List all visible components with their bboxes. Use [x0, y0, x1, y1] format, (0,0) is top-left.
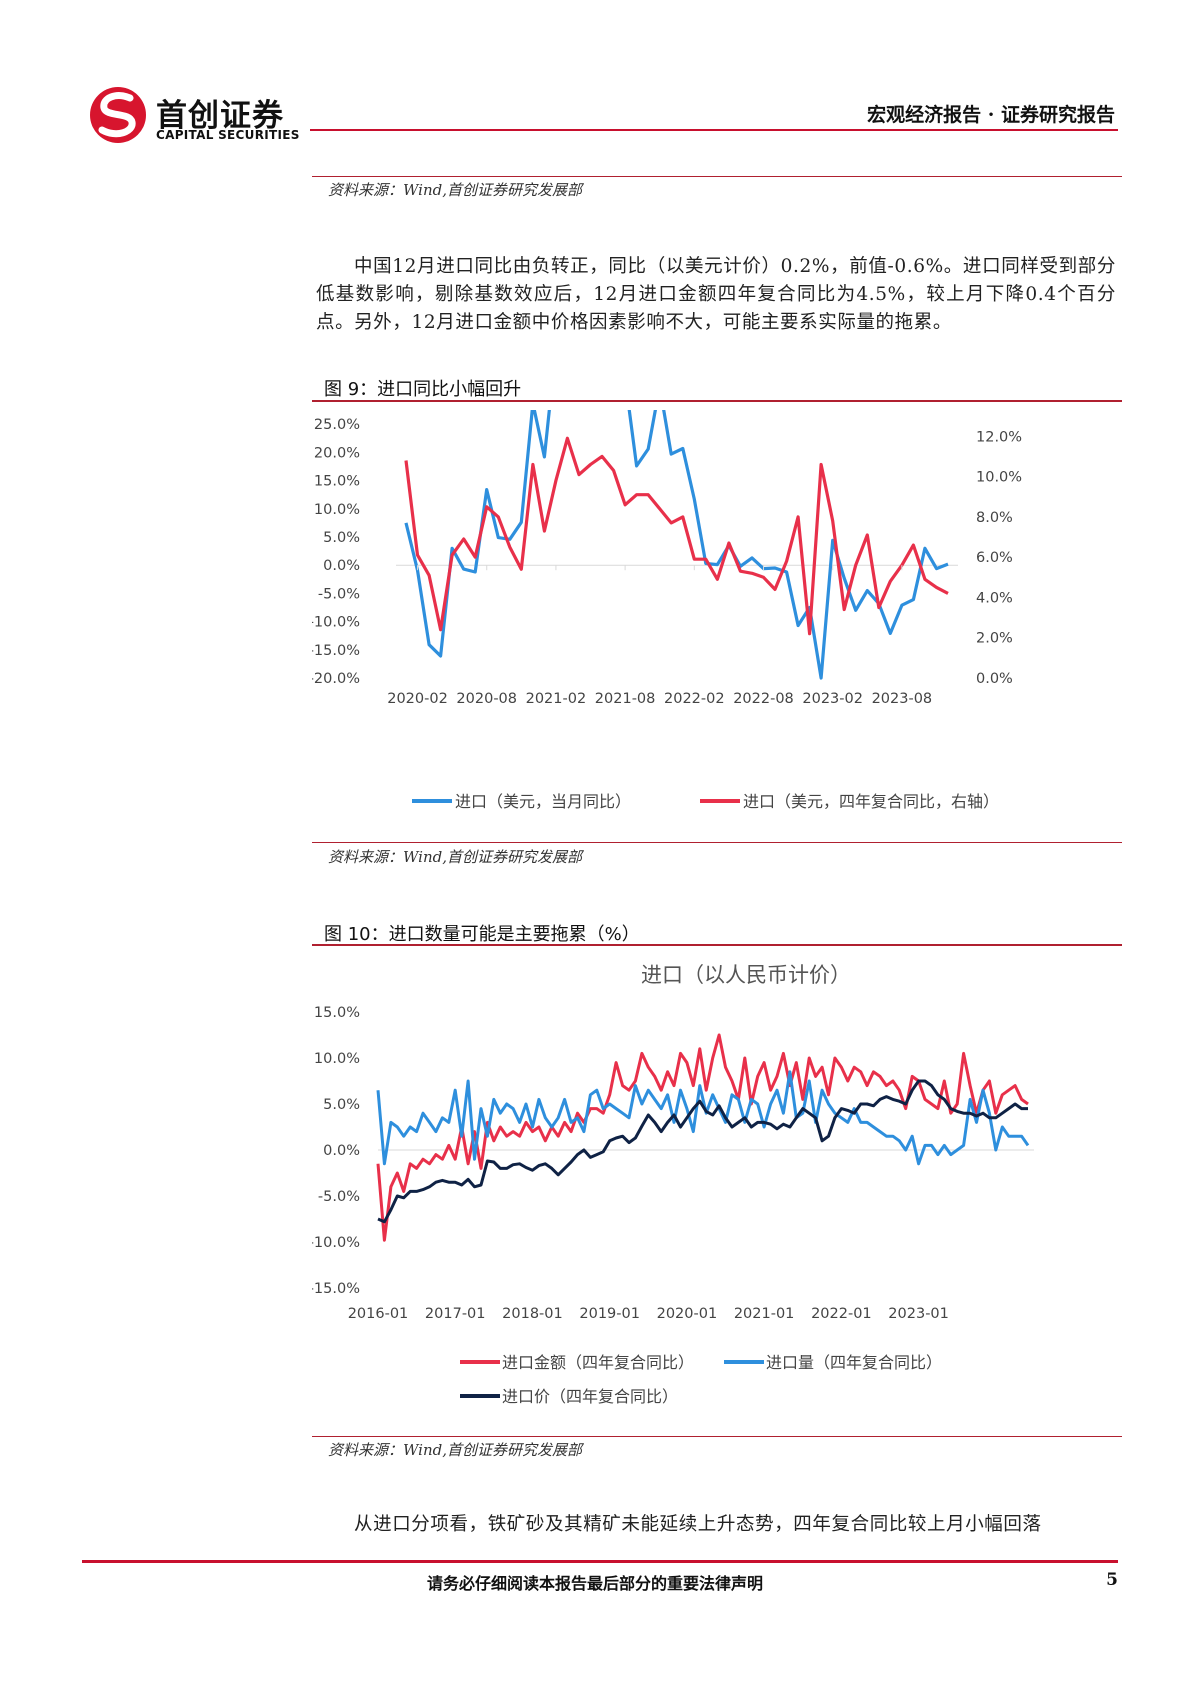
- figure10-chart: 进口（以人民币计价） 15.0% 10.0% 5.0% 0.0% -5.0% -10.0%…: [312, 963, 1034, 1406]
- figure9-x-tick: 2020-08: [456, 691, 517, 707]
- figure9-left-tick: 25.0%: [314, 417, 360, 433]
- figure9-right-tick: 2.0%: [976, 631, 1013, 647]
- figure9-left-tick: 5.0%: [323, 530, 360, 546]
- figure9-right-tick: 10.0%: [976, 470, 1022, 486]
- figure10-chart-title: 进口（以人民币计价）: [641, 963, 851, 987]
- figure10-x-tick: 2023-01: [888, 1306, 949, 1322]
- figure10-x-tick: 2021-01: [734, 1306, 795, 1322]
- figure9-x-tick: 2020-02: [387, 691, 448, 707]
- legend-amount-label: 进口金额（四年复合同比）: [502, 1353, 694, 1372]
- figure9-series-monthly-yoy: [404, 410, 949, 680]
- figure9-left-tick: 10.0%: [314, 502, 360, 518]
- figure9-x-tick: 2022-02: [664, 691, 725, 707]
- figure9-left-tick: 0.0%: [323, 558, 360, 574]
- figure9-x-tick: 2021-08: [595, 691, 656, 707]
- figure9-right-tick: 4.0%: [976, 590, 1013, 606]
- figure10-x-tick: 2022-01: [811, 1306, 872, 1322]
- figure9-bottom-rule: [312, 842, 1122, 843]
- company-logo: [90, 87, 146, 143]
- figure10-x-tick: 2017-01: [425, 1306, 486, 1322]
- logo-english: CAPITAL SECURITIES: [156, 128, 300, 142]
- legend-volume-label: 进口量（四年复合同比）: [766, 1353, 942, 1372]
- source-note-figure10: 资料来源：Wind,首创证券研究发展部: [328, 1441, 582, 1459]
- figure10-x-tick: 2019-01: [579, 1306, 640, 1322]
- figure9-left-tick: -20.0%: [312, 671, 360, 687]
- figure9-title: 图 9：进口同比小幅回升: [324, 379, 522, 400]
- figure10-series-amount: [376, 1033, 1029, 1242]
- figure10-y-tick: -15.0%: [312, 1281, 360, 1297]
- figure10-title: 图 10：进口数量可能是主要拖累（%）: [324, 924, 640, 945]
- logo-chinese: 首创证券: [156, 98, 284, 134]
- figure10-x-tick: 2020-01: [657, 1306, 718, 1322]
- figure9-left-tick: 20.0%: [314, 445, 360, 461]
- footer-disclaimer: 请务必仔细阅读本报告最后部分的重要法律声明: [426, 1574, 763, 1593]
- figure9-right-axis: 14.0% 12.0% 10.0% 8.0% 6.0% 4.0% 2.0% 0.0%: [976, 404, 1022, 687]
- figure10-bottom-rule: [312, 1436, 1122, 1437]
- figure9-x-tick: 2022-08: [733, 691, 794, 707]
- figure9-right-tick: 14.0%: [976, 404, 1022, 405]
- figure9-left-tick: -15.0%: [312, 643, 360, 659]
- figure10-x-axis: 2016-01 2017-01 2018-01 2019-01 2020-01 2021-…: [348, 1306, 949, 1322]
- report-type: 宏观经济报告 · 证券研究报告: [867, 104, 1115, 126]
- figure9-left-tick: -10.0%: [312, 615, 360, 631]
- figure10-y-axis: 15.0% 10.0% 5.0% 0.0% -5.0% -10.0% -15.0%: [312, 1005, 1034, 1297]
- paragraph-imports: 中国12月进口同比由负转正，同比（以美元计价）0.2%，前值-0.6%。进口同样…: [316, 256, 1116, 333]
- figure10-legend: 进口金额（四年复合同比） 进口量（四年复合同比） 进口价（四年复合同比）: [460, 1353, 942, 1406]
- header-rule: [310, 129, 1118, 131]
- figure9-chart: 30.0% 25.0% 20.0% 15.0% 10.0% 5.0% 0.0% -5.0% -1…: [312, 404, 1022, 811]
- figure10-title-rule: [312, 944, 1122, 946]
- figure9-left-tick: 30.0%: [314, 404, 360, 405]
- figure10-y-tick: 10.0%: [314, 1051, 360, 1067]
- figure10-y-tick: 5.0%: [323, 1097, 360, 1113]
- figure9-left-tick: -5.0%: [318, 586, 360, 602]
- page-number: 5: [1106, 1570, 1118, 1590]
- figure9-right-tick: 12.0%: [976, 429, 1022, 445]
- figure9-right-tick: 8.0%: [976, 510, 1013, 526]
- top-rule: [312, 176, 1122, 177]
- figure9-right-tick: 0.0%: [976, 671, 1013, 687]
- figure9-left-tick: 15.0%: [314, 474, 360, 490]
- source-note-top: 资料来源：Wind,首创证券研究发展部: [328, 181, 582, 199]
- figure9-x-axis: 2020-02 2020-08 2021-02 2021-08 2022-02 2022-…: [387, 565, 932, 707]
- figure10-y-tick: 0.0%: [323, 1143, 360, 1159]
- figure9-legend: 进口（美元，当月同比） 进口（美元，四年复合同比，右轴）: [412, 792, 999, 811]
- figure9-x-tick: 2023-08: [872, 691, 933, 707]
- legend-blue-label: 进口（美元，当月同比）: [455, 792, 631, 811]
- figure10-x-tick: 2016-01: [348, 1306, 409, 1322]
- figure9-series-4yr-cagr: [404, 436, 949, 636]
- figure9-left-axis: 30.0% 25.0% 20.0% 15.0% 10.0% 5.0% 0.0% -5.0% -1…: [312, 404, 360, 687]
- legend-red-label: 进口（美元，四年复合同比，右轴）: [743, 792, 999, 811]
- figure9-x-tick: 2023-02: [802, 691, 863, 707]
- figure10-y-tick: -5.0%: [318, 1189, 360, 1205]
- figure10-y-tick: 15.0%: [314, 1005, 360, 1021]
- figure9-x-tick: 2021-02: [526, 691, 587, 707]
- figure10-y-tick: -10.0%: [312, 1235, 360, 1251]
- figure10-series-price: [377, 1079, 1028, 1224]
- figure10-series-volume: [376, 1070, 1030, 1166]
- figure9-right-tick: 6.0%: [976, 550, 1013, 566]
- source-note-figure9: 资料来源：Wind,首创证券研究发展部: [328, 848, 582, 866]
- figure10-x-tick: 2018-01: [502, 1306, 563, 1322]
- footer-rule: [82, 1560, 1118, 1563]
- legend-price-label: 进口价（四年复合同比）: [502, 1387, 678, 1406]
- figure9-title-rule: [312, 400, 1122, 402]
- paragraph-breakdown: 从进口分项看，铁矿砂及其精矿未能延续上升态势，四年复合同比较上月小幅回落: [354, 1514, 1042, 1535]
